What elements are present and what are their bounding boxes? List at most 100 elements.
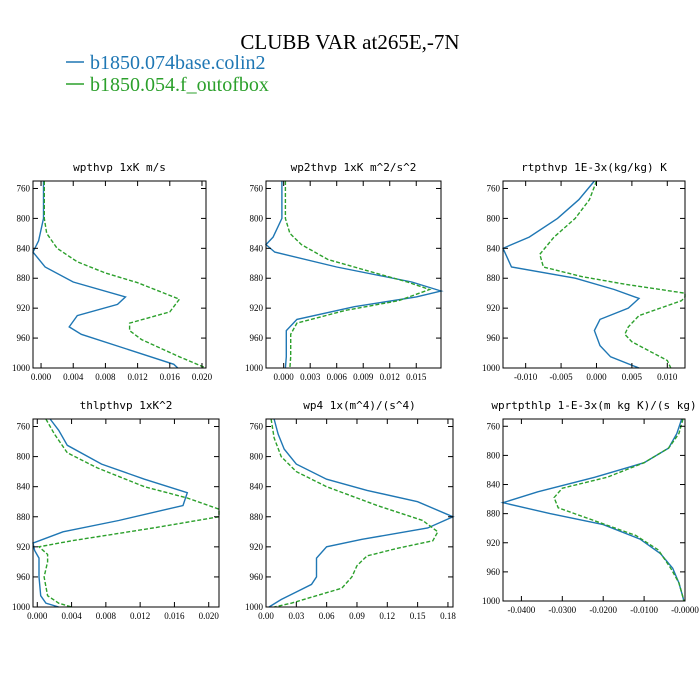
y-tick-label: 800 <box>17 452 31 462</box>
x-tick-label: 0.18 <box>440 611 456 621</box>
legend-label-0: b1850.074base.colin2 <box>90 52 266 74</box>
panel-title: wp2thvp 1xK m^2/s^2 <box>291 161 417 174</box>
plot-frame <box>32 180 207 369</box>
x-tick-label: 0.004 <box>61 611 82 621</box>
series-line-b1850-054-f-outofbox <box>553 418 685 602</box>
panel-4: wp4 1x(m^4)/(s^4)76080084088092096010000… <box>245 399 456 621</box>
y-tick-label: 920 <box>487 303 501 313</box>
x-tick-label: 0.006 <box>327 372 348 382</box>
x-tick-label: 0.000 <box>586 372 607 382</box>
x-tick-label: 0.008 <box>95 372 116 382</box>
panel-3: thlpthvp 1xK^276080084088092096010000.00… <box>12 399 220 621</box>
panel-5: wprtpthlp 1-E-3x(m kg K)/(s kg) 760 800 840… <box>482 399 699 615</box>
y-tick-label: 960 <box>487 333 501 343</box>
plot-frame <box>32 418 220 608</box>
y-tick-label: 760 <box>17 422 31 432</box>
x-tick-label: -0.0200 <box>589 605 617 615</box>
x-tick-label: 0.000 <box>31 372 52 382</box>
y-tick-label: 960 <box>487 567 501 577</box>
y-tick-label: 1000 <box>12 363 31 373</box>
x-tick-label: 0.020 <box>192 372 213 382</box>
x-tick-label: -0.0100 <box>630 605 658 615</box>
y-tick-label: 840 <box>250 482 264 492</box>
x-tick-label: -0.0400 <box>508 605 536 615</box>
panel-2: rtpthvp 1E-3x(kg/kg) K 760 800 840 880 920 960… <box>482 161 686 382</box>
y-tick-label: 880 <box>250 512 264 522</box>
legend: b1850.074base.colin2 b1850.054.f_outofbo… <box>66 52 269 96</box>
y-tick-label: 800 <box>487 213 501 223</box>
panel-title: wp4 1x(m^4)/(s^4) <box>303 399 416 412</box>
series-line-b1850-054-f-outofbox <box>539 180 686 369</box>
y-tick-label: 840 <box>487 480 501 490</box>
y-tick-label: 840 <box>17 482 31 492</box>
y-tick-label: 960 <box>17 572 31 582</box>
plot-frame <box>265 180 442 369</box>
x-tick-label: 0.015 <box>406 372 427 382</box>
y-tick-label: 880 <box>17 273 31 283</box>
x-tick-label: 0.012 <box>130 611 150 621</box>
x-tick-label: 0.016 <box>160 372 181 382</box>
x-tick-label: -0.0300 <box>548 605 576 615</box>
y-tick-label: 880 <box>250 273 264 283</box>
x-tick-label: 0.03 <box>288 611 304 621</box>
x-tick-label: 0.010 <box>657 372 678 382</box>
series-line-b1850-074base-colin2 <box>32 418 189 608</box>
y-tick-label: 760 <box>250 422 264 432</box>
y-tick-label: 880 <box>487 273 501 283</box>
panels: wpthvp 1xK m/s76080084088092096010000.00… <box>12 161 699 621</box>
series-line-b1850-074base-colin2 <box>264 181 444 369</box>
x-tick-label: 0.012 <box>127 372 147 382</box>
series-line-b1850-074base-colin2 <box>268 418 455 608</box>
x-tick-label: 0.06 <box>319 611 335 621</box>
panel-1: wp2thvp 1xK m^2/s^2 760 800 840 880 920 960 100… <box>245 161 444 382</box>
y-tick-label: 800 <box>487 450 501 460</box>
x-tick-label: -0.005 <box>549 372 573 382</box>
y-tick-label: 920 <box>250 303 264 313</box>
y-tick-label: 1000 <box>482 596 501 606</box>
series-line-b1850-054-f-outofbox <box>43 181 207 369</box>
panel-title: rtpthvp 1E-3x(kg/kg) K <box>521 161 667 174</box>
figure-title: CLUBB VAR at265E,-7N <box>240 30 459 54</box>
x-tick-label: 0.005 <box>622 372 643 382</box>
series-line-b1850-054-f-outofbox <box>284 181 432 369</box>
series-line-b1850-074base-colin2 <box>502 180 641 369</box>
y-tick-label: 800 <box>17 213 31 223</box>
x-tick-label: 0.003 <box>300 372 321 382</box>
y-tick-label: 760 <box>17 183 31 193</box>
x-tick-label: 0.016 <box>164 611 185 621</box>
series-line-b1850-074base-colin2 <box>32 181 179 369</box>
series-line-b1850-054-f-outofbox <box>37 418 220 608</box>
plot-frame <box>265 418 454 608</box>
x-tick-label: -0.010 <box>514 372 538 382</box>
y-tick-label: 1000 <box>482 363 501 373</box>
x-tick-label: 0.12 <box>379 611 395 621</box>
x-tick-label: -0.0000 <box>671 605 699 615</box>
y-tick-label: 920 <box>250 542 264 552</box>
x-tick-label: 0.00 <box>258 611 274 621</box>
y-tick-label: 920 <box>487 538 501 548</box>
panel-0: wpthvp 1xK m/s76080084088092096010000.00… <box>12 161 213 382</box>
y-tick-label: 840 <box>17 243 31 253</box>
series-line-b1850-054-f-outofbox <box>270 418 439 608</box>
x-tick-label: 0.09 <box>349 611 365 621</box>
panel-title: wpthvp 1xK m/s <box>73 161 166 174</box>
x-tick-label: 0.009 <box>353 372 374 382</box>
y-tick-label: 840 <box>487 243 501 253</box>
y-tick-label: 1000 <box>245 363 264 373</box>
y-tick-label: 800 <box>250 452 264 462</box>
y-tick-label: 960 <box>250 333 264 343</box>
y-tick-label: 760 <box>487 421 501 431</box>
y-tick-label: 880 <box>17 512 31 522</box>
panel-title: thlpthvp 1xK^2 <box>80 399 173 412</box>
y-tick-label: 880 <box>487 509 501 519</box>
x-tick-label: 0.000 <box>274 372 295 382</box>
y-tick-label: 760 <box>250 183 264 193</box>
y-tick-label: 920 <box>17 303 31 313</box>
x-tick-label: 0.020 <box>199 611 220 621</box>
plot-frame <box>502 180 686 369</box>
x-tick-label: 0.000 <box>27 611 48 621</box>
y-tick-label: 920 <box>17 542 31 552</box>
x-tick-label: 0.004 <box>63 372 84 382</box>
y-tick-label: 960 <box>250 572 264 582</box>
